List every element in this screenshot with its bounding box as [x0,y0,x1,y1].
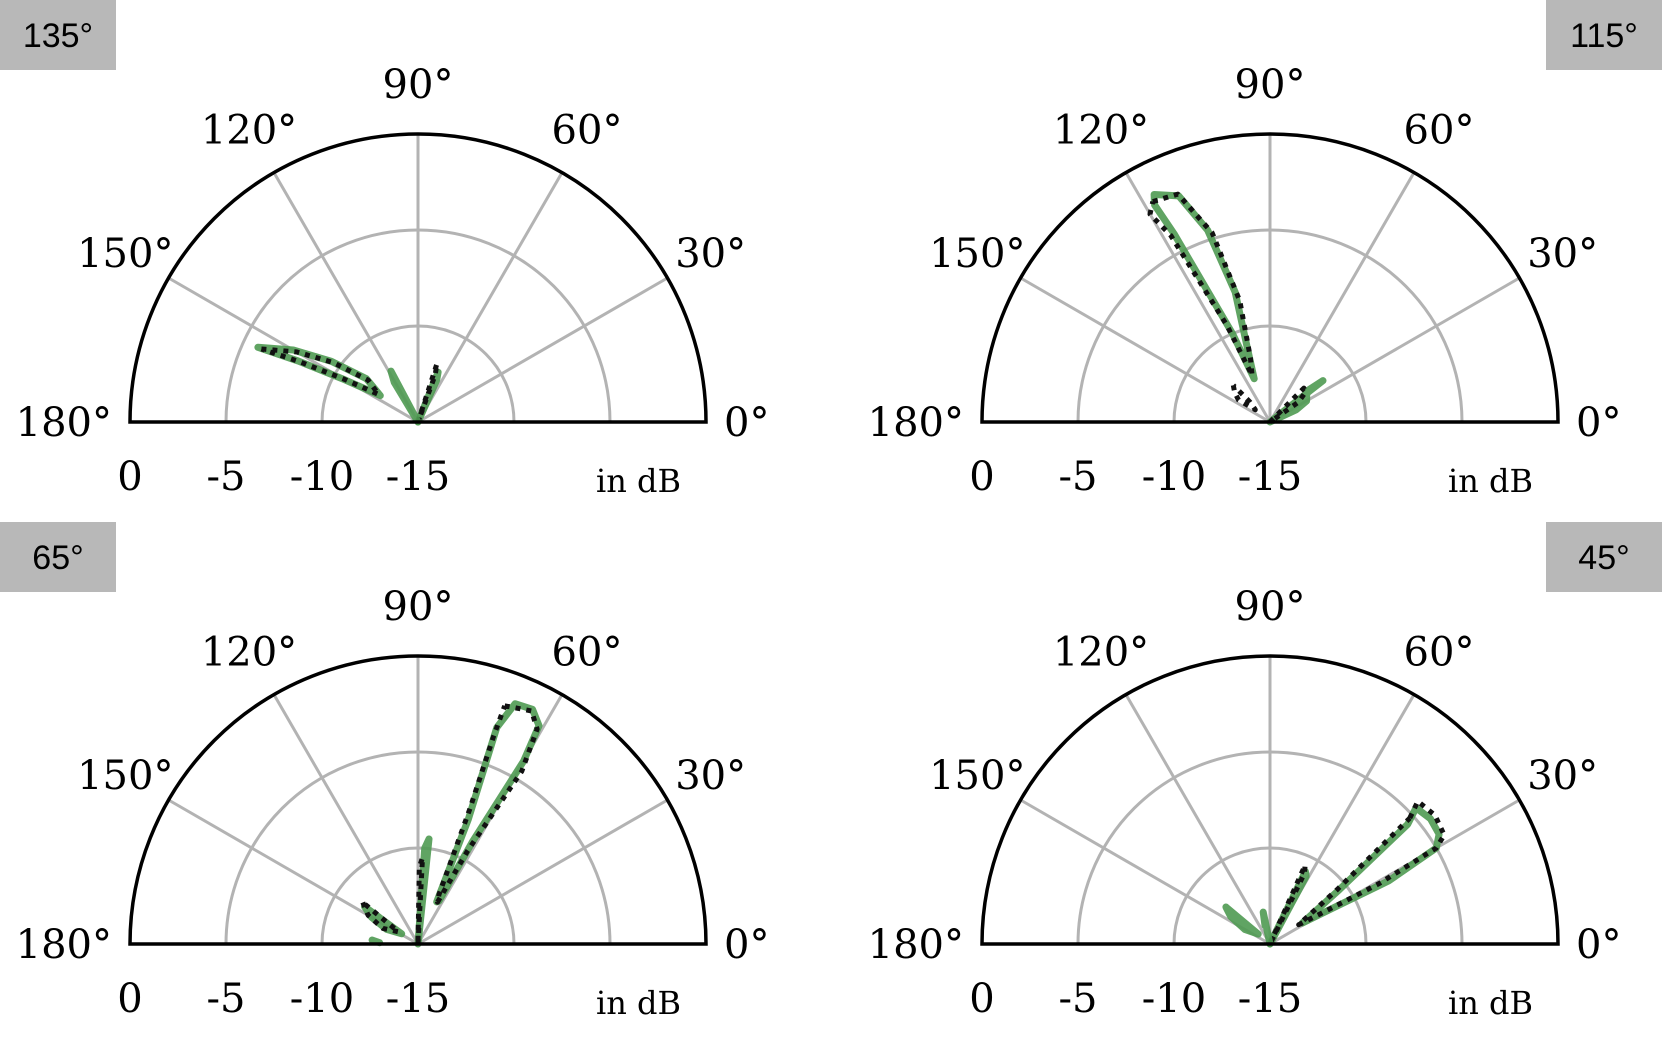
radial-unit-label: in dB [1448,984,1533,1022]
grid-spoke-30 [417,798,669,946]
panel-45: 0° 30° 60° 90° 120° 150° 180°0 -5 -10 -15 in dB 45° [868,522,1662,1022]
measured-line-4 [1222,903,1262,938]
polar-frame [980,654,1560,946]
radial-tick-label: -5 [1059,454,1098,500]
angle-tick-label: 90° [383,62,454,108]
angle-tick-label: 90° [1235,62,1306,108]
grid-spoke-120 [272,693,420,945]
angle-tick-label: 90° [383,584,454,630]
measured-line-5 [1259,908,1274,948]
radial-tick-label: 0 [969,976,994,1022]
radial-unit-label: in dB [1448,462,1533,500]
angle-tick-label: 180° [868,922,964,968]
angle-tick-label: 120° [1053,107,1149,153]
grid-spoke-30 [1269,276,1521,424]
steering-badge [1546,0,1662,70]
angle-tick-label: 180° [16,400,112,446]
panel-135: 0° 30° 60° 90° 120° 150° 180°0 -5 -10 -15 in dB 135… [0,0,769,500]
angle-tick-label: 180° [868,400,964,446]
simulated-line-1 [435,703,540,905]
radial-tick-label: -5 [1059,976,1098,1022]
radial-tick-label: -15 [1238,976,1302,1022]
radial-tick-label: -5 [207,976,246,1022]
radial-tick-label: -10 [290,976,354,1022]
radial-tick-label: -10 [1142,454,1206,500]
panel-115: 0° 30° 60° 90° 120° 150° 180°0 -5 -10 -15 in dB 115… [868,0,1662,500]
measured-line-2 [1266,377,1327,426]
radial-tick-label: -15 [386,454,450,500]
angle-tick-label: 90° [1235,584,1306,630]
polar-frame [980,132,1560,424]
grid-spoke-60 [1268,171,1416,423]
steering-badge [1546,522,1662,592]
angle-tick-label: 60° [1404,629,1475,675]
radial-unit-label: in dB [596,462,681,500]
radial-tick-label: -15 [1238,454,1302,500]
angle-tick-label: 150° [77,753,173,799]
angle-tick-label: 0° [724,922,769,968]
angle-tick-label: 150° [77,231,173,277]
simulated-line-3 [415,361,440,423]
simulated-line-3 [415,855,425,945]
simulated-line-1 [260,346,382,397]
grid-spoke-60 [416,171,564,423]
angle-tick-label: 180° [16,922,112,968]
measured-line-0 [254,343,384,400]
grid-spoke-120 [1124,693,1272,945]
angle-tick-label: 0° [1576,400,1621,446]
polar-frame [128,132,708,424]
radial-tick-label: -15 [386,976,450,1022]
measured-line-4 [387,367,422,426]
measured-line-0 [1298,804,1443,927]
radial-tick-label: 0 [117,976,142,1022]
simulated-line-4 [1230,383,1258,413]
angle-tick-label: 30° [1527,231,1598,277]
steering-badge-label: 45° [1578,539,1629,577]
steering-badge-label: 115° [1570,17,1638,55]
angle-tick-label: 120° [1053,629,1149,675]
radial-tick-label: -10 [290,454,354,500]
measured-line-0 [1150,191,1258,383]
simulated-line-5 [360,900,401,935]
angle-tick-label: 30° [675,231,746,277]
steering-badge-label: 135° [23,17,93,55]
polar-frame [128,654,708,946]
angle-tick-label: 120° [201,107,297,153]
measured-line-0 [433,700,543,906]
steering-badge [0,0,116,70]
simulated-line-3 [1267,862,1308,946]
simulated-line-1 [1296,798,1447,928]
angle-tick-label: 30° [1527,753,1598,799]
radial-tick-label: 0 [969,454,994,500]
steering-badge [0,522,116,592]
grid-spoke-30 [417,276,669,424]
radial-unit-label: in dB [596,984,681,1022]
radial-tick-label: -10 [1142,976,1206,1022]
grid-spoke-120 [1124,171,1272,423]
angle-tick-label: 60° [552,629,623,675]
radial-tick-label: 0 [117,454,142,500]
grid-spoke-150 [1019,276,1271,424]
angle-tick-label: 60° [552,107,623,153]
angle-tick-label: 60° [1404,107,1475,153]
steering-badge-label: 65° [32,539,83,577]
angle-tick-label: 120° [201,629,297,675]
panel-65: 0° 30° 60° 90° 120° 150° 180°0 -5 -10 -15 in dB 65° [0,522,769,1022]
radial-tick-label: -5 [207,454,246,500]
angle-tick-label: 150° [929,753,1025,799]
angle-tick-label: 0° [724,400,769,446]
angle-tick-label: 150° [929,231,1025,277]
angle-tick-label: 30° [675,753,746,799]
angle-tick-label: 0° [1576,922,1621,968]
grid-spoke-150 [1019,798,1271,946]
